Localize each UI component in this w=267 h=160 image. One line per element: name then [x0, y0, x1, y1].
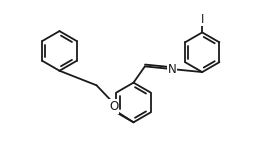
Text: O: O	[109, 100, 118, 113]
Text: N: N	[168, 63, 177, 76]
Text: I: I	[201, 13, 204, 26]
